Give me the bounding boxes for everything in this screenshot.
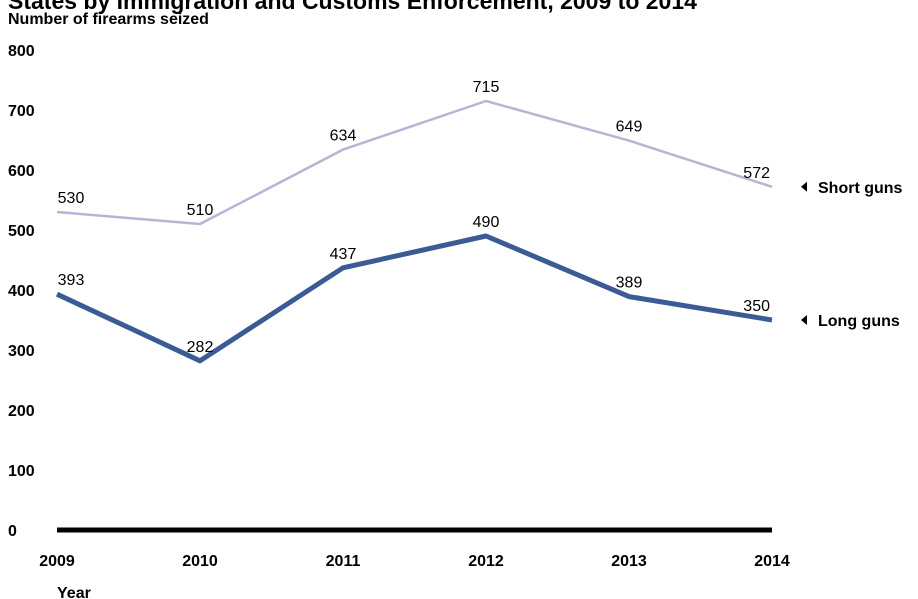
data-label-short-guns: 530 [58, 190, 85, 207]
series-group: 530 510 634 715 649 572 393 282 437 490 389 350 [55, 79, 773, 364]
chart-title: States by Immigration and Customs Enforc… [8, 0, 697, 14]
data-label-short-guns: 715 [473, 79, 500, 96]
data-label-short-guns: 634 [330, 128, 357, 145]
data-label-long-guns: 389 [616, 275, 643, 292]
y-tick-label: 400 [8, 283, 35, 300]
y-tick-label: 800 [8, 43, 35, 60]
x-tick-label: 2012 [468, 553, 504, 570]
x-tick-label: 2010 [182, 553, 218, 570]
y-axis-ticks: 0 100 200 300 400 500 600 700 800 [8, 43, 35, 540]
x-tick-label: 2011 [326, 553, 361, 570]
legend-label-long-guns: Long guns [818, 313, 900, 330]
series-line-short-guns [56, 99, 773, 226]
legend-marker-short-guns [801, 181, 807, 192]
legend-label-short-guns: Short guns [818, 180, 903, 197]
data-label-long-guns: 350 [743, 298, 770, 315]
x-axis-ticks: 2009 2010 2011 2012 2013 2014 [39, 553, 790, 570]
y-tick-label: 600 [8, 163, 35, 180]
y-tick-label: 0 [8, 523, 17, 540]
x-tick-label: 2014 [754, 553, 790, 570]
y-tick-label: 300 [8, 343, 35, 360]
series-line-long-guns [55, 233, 773, 364]
data-label-long-guns: 393 [58, 272, 85, 289]
data-label-long-guns: 437 [330, 246, 357, 263]
legend-marker-long-guns [801, 315, 807, 325]
y-tick-label: 500 [8, 223, 35, 240]
y-tick-label: 100 [8, 463, 35, 480]
y-tick-label: 200 [8, 403, 35, 420]
data-label-short-guns: 649 [616, 119, 643, 136]
x-tick-label: 2009 [39, 553, 75, 570]
data-label-short-guns: 572 [743, 165, 770, 182]
x-axis-label: Year [57, 585, 91, 599]
x-tick-label: 2013 [611, 553, 647, 570]
y-tick-label: 700 [8, 103, 35, 120]
data-label-short-guns: 510 [187, 202, 214, 219]
y-axis-label: Number of firearms seized [8, 11, 209, 28]
legend: Short guns Long guns [801, 180, 903, 330]
data-label-long-guns: 490 [473, 214, 500, 231]
data-label-long-guns: 282 [187, 339, 214, 356]
